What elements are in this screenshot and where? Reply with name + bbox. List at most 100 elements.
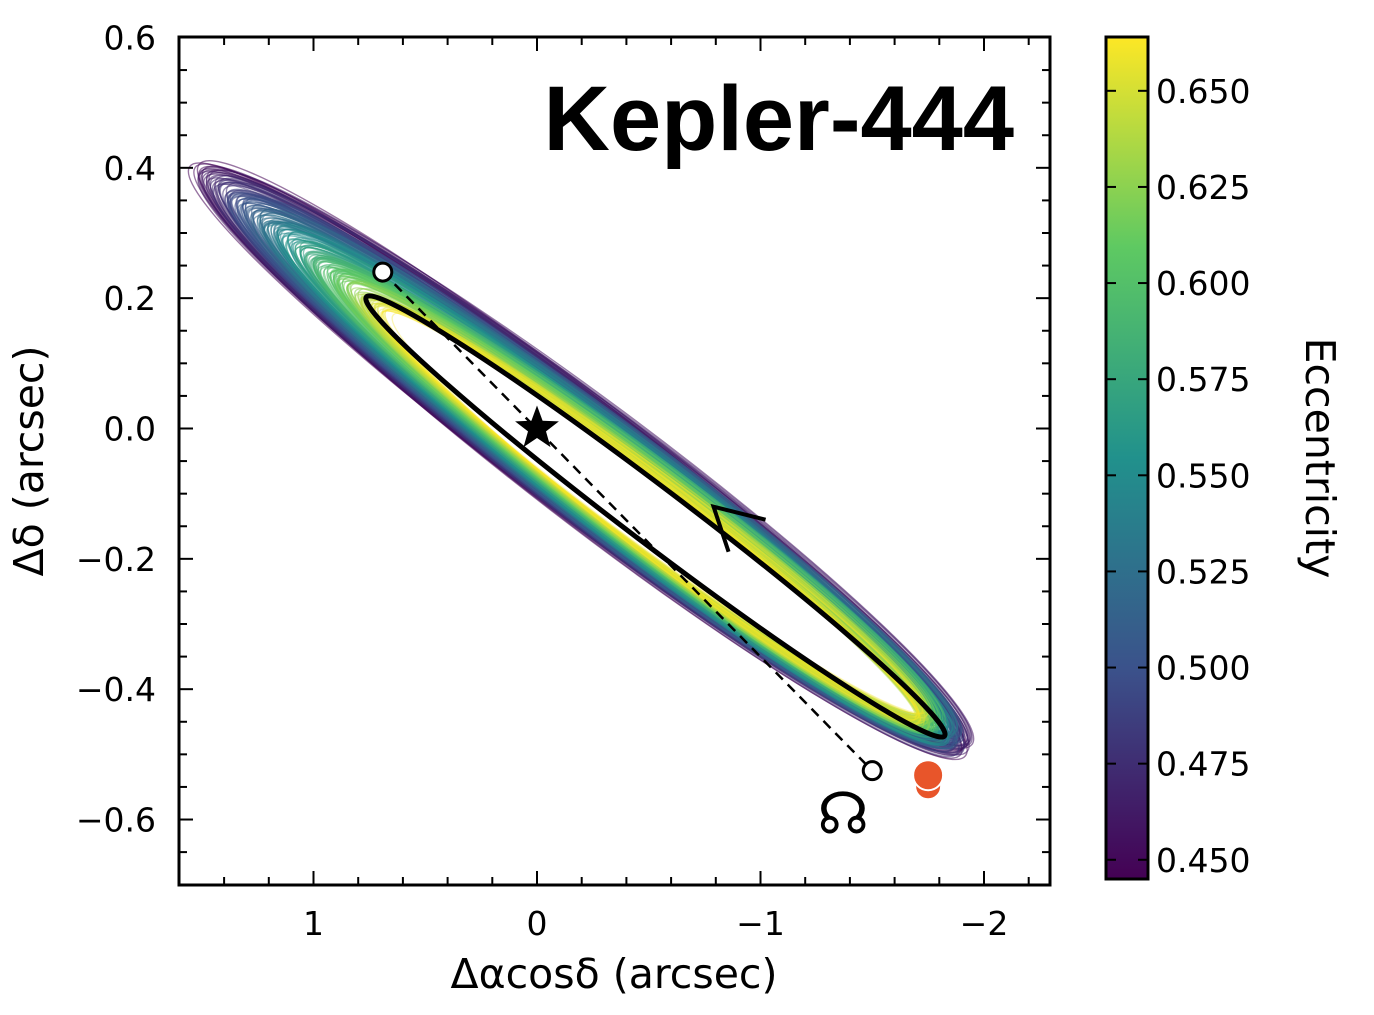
sampled-orbit: [377, 308, 924, 715]
sampled-orbit: [343, 279, 936, 720]
colorbar: [1104, 35, 1150, 881]
colorbar-label: Eccentricity: [1296, 338, 1344, 579]
sampled-orbit: [360, 297, 923, 719]
sampled-orbit: [339, 280, 929, 718]
colorbar-tick-label: 0.625: [1156, 168, 1250, 207]
sampled-orbit: [242, 195, 956, 749]
direction-arrow: [710, 503, 767, 553]
colorbar-tick-label: 0.450: [1156, 841, 1250, 880]
sampled-orbit: [373, 305, 919, 721]
sampled-orbit: [363, 295, 919, 726]
sampled-orbit: [374, 304, 920, 721]
sampled-orbit: [336, 278, 932, 722]
sampled-orbit: [372, 303, 922, 724]
x-tick-label: −2: [960, 904, 1009, 943]
sampled-orbit: [357, 288, 929, 721]
sampled-orbit: [360, 294, 924, 719]
sampled-orbit: [360, 292, 920, 727]
sampled-orbit: [360, 295, 926, 724]
sampled-orbit: [368, 303, 919, 718]
sampled-orbit: [366, 296, 931, 722]
sampled-orbit: [382, 308, 921, 725]
sampled-orbit: [333, 272, 933, 722]
sampled-orbit: [337, 274, 935, 731]
axes-ticks: 1 0 −1 −2 0.6 0.4 0.2 0.0 −0.2 −0.4 −0.6: [76, 18, 1050, 943]
sampled-orbit: [359, 295, 919, 719]
sampled-orbit: [357, 293, 925, 723]
plot-overlays: ☊: [363, 261, 948, 848]
plot-frame: [177, 35, 1052, 887]
sampled-orbit: [370, 302, 928, 719]
sampled-orbit: [360, 294, 927, 718]
sampled-orbit: [333, 274, 930, 730]
sampled-orbit: [381, 306, 921, 721]
sampled-orbit: [373, 302, 926, 725]
sampled-orbits: [187, 160, 975, 761]
sampled-orbit: [365, 297, 922, 726]
y-tick-label: 0.4: [104, 149, 156, 188]
sampled-orbit: [330, 268, 933, 735]
sampled-orbit: [336, 275, 929, 726]
sampled-orbit: [337, 275, 929, 729]
sampled-orbit: [381, 309, 929, 715]
sampled-orbit: [276, 232, 945, 735]
sampled-orbit: [327, 271, 929, 726]
sampled-orbit: [322, 267, 936, 725]
sampled-orbit: [329, 269, 939, 728]
sampled-orbit: [347, 281, 931, 731]
sampled-orbit: [329, 270, 926, 728]
sampled-orbit: [370, 302, 919, 717]
sampled-orbit: [370, 300, 926, 722]
sampled-orbit: [341, 277, 934, 725]
sampled-orbit: [376, 303, 921, 722]
sampled-orbit: [354, 293, 923, 717]
sampled-orbit: [373, 301, 929, 719]
line-of-nodes: [381, 271, 874, 772]
sampled-orbit: [384, 308, 920, 725]
ascending-node-symbol: ☊: [817, 780, 869, 848]
y-axis-title: Δδ (arcsec): [5, 346, 53, 577]
y-tick-label: −0.6: [76, 801, 156, 840]
sampled-orbit: [366, 299, 919, 720]
sampled-orbit: [380, 310, 920, 718]
sampled-orbit: [365, 293, 926, 727]
y-tick-label: 0.6: [104, 18, 156, 57]
sampled-orbit: [236, 193, 955, 748]
sampled-orbit: [347, 280, 933, 724]
colorbar-tick-label: 0.600: [1156, 264, 1250, 303]
sampled-orbit: [338, 276, 927, 729]
sampled-orbit: [319, 266, 933, 724]
sampled-orbit: [371, 299, 925, 725]
colorbar-tick-label: 0.500: [1156, 649, 1250, 688]
sampled-orbit: [374, 303, 920, 721]
sampled-orbit: [346, 281, 934, 724]
sampled-orbit: [362, 293, 928, 727]
sampled-orbit: [360, 297, 923, 715]
best-fit-orbit: [363, 293, 948, 740]
colorbar-tick-label: 0.475: [1156, 745, 1250, 784]
sampled-orbit: [377, 302, 923, 722]
sampled-orbit: [349, 280, 931, 732]
y-tick-label: −0.4: [76, 670, 156, 709]
sampled-orbit: [364, 296, 920, 727]
companion-marker: [912, 759, 945, 792]
sampled-orbit: [374, 305, 925, 716]
sampled-orbit: [365, 299, 921, 716]
node-marker: [861, 760, 883, 782]
sampled-orbit: [350, 282, 929, 732]
sampled-orbit: [332, 268, 935, 734]
sampled-orbit: [361, 296, 924, 723]
sampled-orbit: [379, 310, 918, 719]
colorbar-ticks: 0.450 0.475 0.500 0.525 0.550 0.575 0.600 0.625…: [1106, 72, 1250, 880]
sampled-orbit: [367, 296, 928, 719]
sampled-orbit: [332, 272, 929, 726]
colorbar-tick-label: 0.575: [1156, 360, 1250, 399]
sampled-orbit: [364, 298, 922, 725]
sampled-orbit: [338, 272, 930, 729]
y-tick-label: 0.2: [104, 279, 156, 318]
host-star-marker: [515, 405, 559, 448]
sampled-orbit: [284, 238, 943, 736]
x-tick-label: −1: [736, 904, 785, 943]
